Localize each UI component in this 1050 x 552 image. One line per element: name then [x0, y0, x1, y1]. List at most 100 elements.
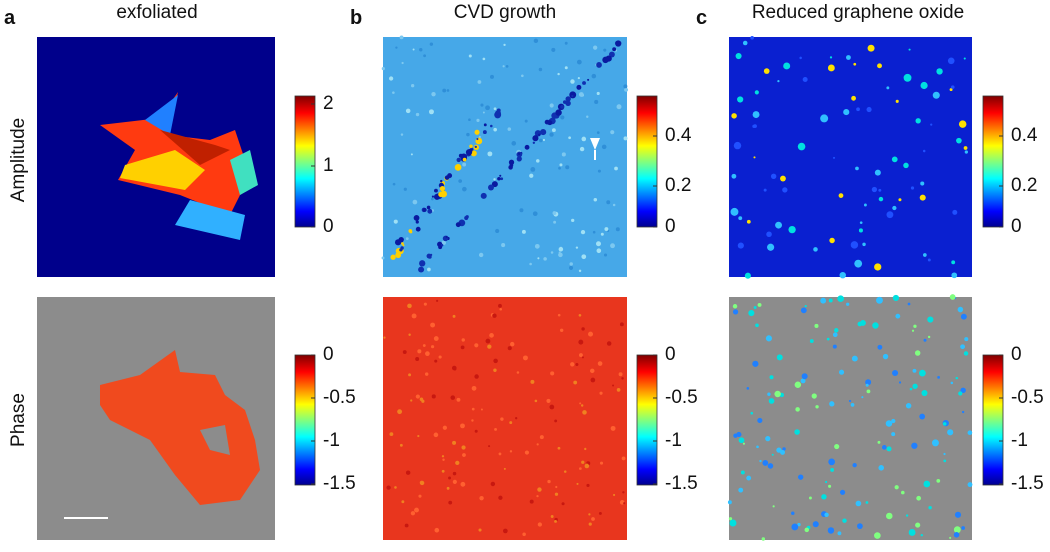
texture — [478, 252, 484, 258]
texture — [855, 166, 859, 171]
texture — [521, 74, 524, 78]
texture — [487, 184, 494, 191]
texture — [542, 138, 546, 142]
texture — [915, 522, 921, 528]
texture — [623, 84, 628, 89]
texture — [770, 173, 777, 180]
texture — [442, 425, 447, 430]
texture — [838, 369, 845, 375]
texture — [477, 80, 482, 84]
texture — [919, 369, 926, 377]
texture — [422, 344, 426, 347]
row-label: Phase — [8, 393, 29, 447]
texture — [612, 203, 616, 207]
texture — [493, 127, 497, 132]
texture — [854, 259, 863, 268]
texture — [892, 205, 897, 211]
texture — [547, 479, 551, 484]
texture — [827, 527, 835, 534]
texture — [936, 479, 941, 483]
texture — [430, 322, 436, 328]
texture — [903, 73, 912, 82]
texture — [931, 439, 939, 447]
texture — [834, 443, 840, 450]
texture — [578, 313, 582, 317]
texture — [911, 442, 918, 449]
texture — [480, 192, 487, 199]
texture — [746, 475, 752, 481]
texture — [910, 186, 915, 190]
texture — [603, 253, 608, 257]
texture — [752, 111, 760, 119]
texture — [584, 447, 587, 451]
panel-label: a — [4, 7, 16, 29]
texture — [768, 398, 775, 404]
texture — [769, 375, 774, 380]
texture — [539, 435, 544, 440]
texture — [479, 495, 484, 501]
texture — [579, 146, 585, 152]
texture — [949, 536, 952, 539]
texture — [886, 446, 892, 452]
colorbar-tick-label: -1 — [323, 430, 340, 451]
texture — [746, 219, 751, 224]
texture — [462, 162, 467, 167]
texture — [475, 137, 483, 145]
texture — [832, 156, 836, 159]
texture — [595, 241, 601, 247]
texture — [560, 104, 564, 109]
texture — [410, 153, 413, 156]
texture — [524, 144, 530, 150]
texture — [776, 354, 783, 361]
texture — [524, 450, 530, 455]
texture — [855, 500, 862, 507]
column-title: Reduced graphene oxide — [752, 2, 964, 23]
texture — [801, 373, 808, 380]
texture — [442, 458, 445, 461]
texture — [538, 133, 541, 136]
texture — [415, 356, 420, 361]
texture — [465, 215, 469, 219]
texture — [580, 230, 586, 235]
texture — [846, 55, 851, 60]
texture — [797, 522, 801, 527]
texture — [826, 337, 830, 341]
texture — [618, 372, 623, 377]
texture — [417, 349, 422, 354]
texture — [549, 132, 554, 137]
texture — [564, 66, 568, 70]
texture — [922, 149, 926, 153]
texture — [474, 429, 478, 433]
texture — [534, 399, 538, 403]
texture — [454, 163, 462, 171]
texture — [478, 135, 481, 139]
texture — [866, 389, 871, 394]
texture — [874, 532, 881, 539]
texture — [586, 483, 590, 488]
texture — [814, 323, 819, 328]
texture — [491, 181, 498, 188]
texture — [419, 260, 426, 267]
texture — [402, 244, 405, 247]
texture — [436, 299, 439, 302]
texture — [767, 392, 771, 396]
texture — [825, 480, 828, 484]
texture — [812, 521, 819, 528]
texture — [573, 380, 578, 385]
texture — [451, 365, 457, 371]
texture — [763, 188, 767, 192]
texture — [956, 137, 962, 144]
texture — [894, 485, 899, 490]
texture — [920, 533, 924, 537]
texture — [932, 91, 940, 99]
texture — [471, 407, 475, 411]
texture — [586, 115, 589, 118]
texture — [813, 247, 818, 252]
texture — [411, 313, 417, 319]
texture — [418, 266, 425, 273]
texture — [596, 91, 600, 95]
texture — [532, 211, 538, 217]
texture — [895, 99, 899, 103]
texture — [967, 482, 973, 488]
texture — [431, 91, 436, 97]
